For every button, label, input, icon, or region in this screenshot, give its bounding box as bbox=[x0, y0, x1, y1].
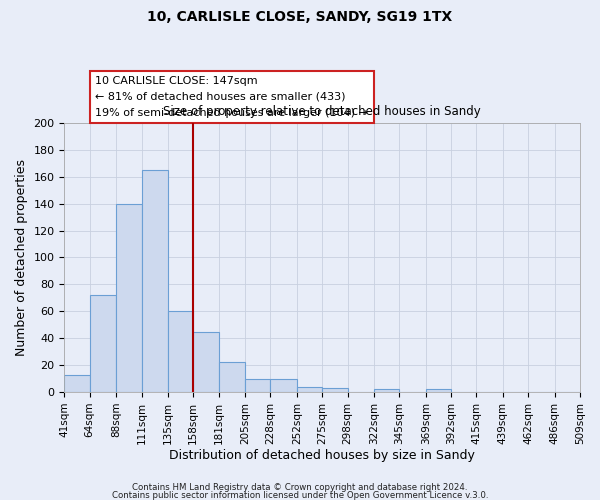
Bar bbox=[297, 386, 322, 392]
Bar bbox=[322, 388, 347, 392]
Bar bbox=[245, 378, 271, 392]
Bar bbox=[64, 374, 90, 392]
Text: 10, CARLISLE CLOSE, SANDY, SG19 1TX: 10, CARLISLE CLOSE, SANDY, SG19 1TX bbox=[148, 10, 452, 24]
Bar bbox=[374, 390, 400, 392]
Text: Contains HM Land Registry data © Crown copyright and database right 2024.: Contains HM Land Registry data © Crown c… bbox=[132, 484, 468, 492]
Bar bbox=[193, 332, 218, 392]
Bar bbox=[426, 390, 451, 392]
Bar bbox=[168, 312, 193, 392]
Bar bbox=[271, 378, 297, 392]
Text: 10 CARLISLE CLOSE: 147sqm
← 81% of detached houses are smaller (433)
19% of semi: 10 CARLISLE CLOSE: 147sqm ← 81% of detac… bbox=[95, 76, 368, 118]
X-axis label: Distribution of detached houses by size in Sandy: Distribution of detached houses by size … bbox=[169, 450, 475, 462]
Y-axis label: Number of detached properties: Number of detached properties bbox=[15, 159, 28, 356]
Text: Contains public sector information licensed under the Open Government Licence v.: Contains public sector information licen… bbox=[112, 490, 488, 500]
Bar bbox=[116, 204, 142, 392]
Title: Size of property relative to detached houses in Sandy: Size of property relative to detached ho… bbox=[163, 104, 481, 118]
Bar bbox=[90, 295, 116, 392]
Bar bbox=[218, 362, 245, 392]
Bar bbox=[142, 170, 168, 392]
